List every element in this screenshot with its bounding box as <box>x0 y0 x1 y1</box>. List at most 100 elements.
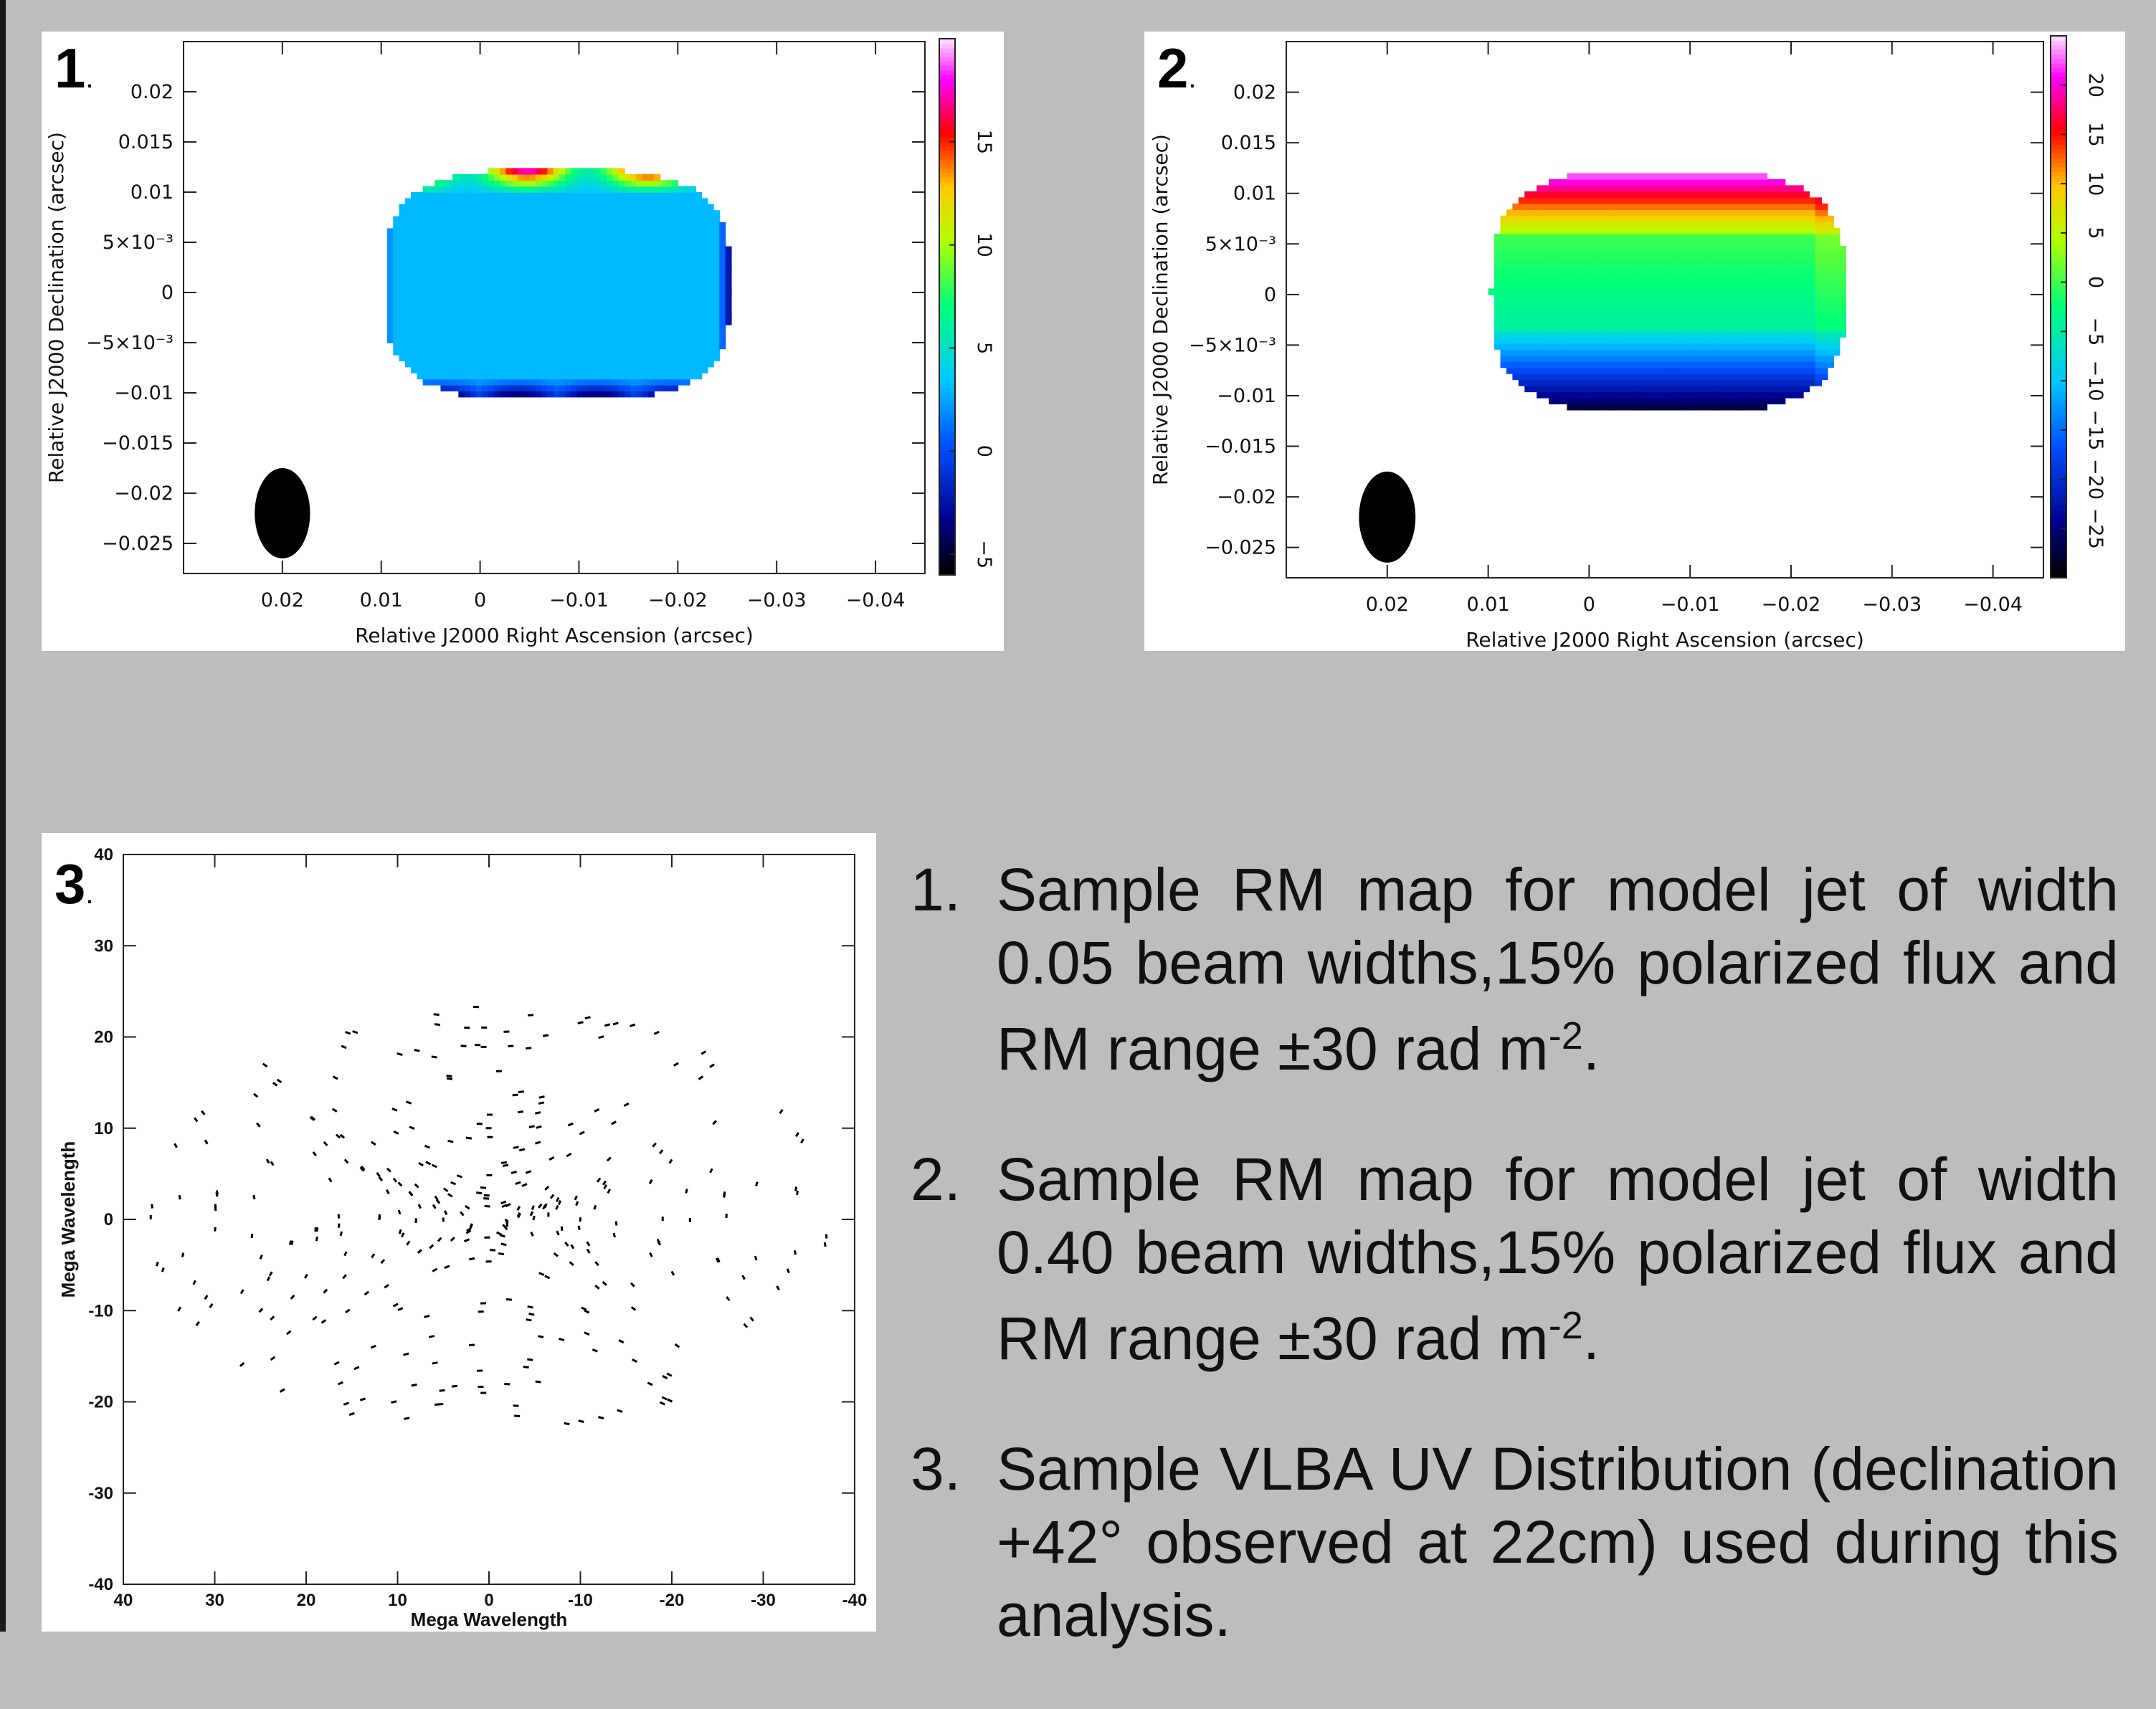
x-tick-label: -30 <box>751 1591 776 1610</box>
uv-point <box>384 1285 389 1287</box>
uv-point <box>432 1165 437 1167</box>
uv-point <box>584 1310 589 1313</box>
beam-ellipse <box>255 468 310 558</box>
uv-point <box>598 1417 604 1419</box>
x-axis-label: Relative J2000 Right Ascension (arcsec) <box>355 624 754 647</box>
y-tick-label: 0 <box>104 1210 113 1229</box>
uv-point <box>594 1205 596 1209</box>
uv-point <box>365 1292 369 1295</box>
colorbar-tick-label: 5 <box>973 342 995 354</box>
uv-point <box>480 1187 486 1188</box>
y-tick-label: 10 <box>94 1119 113 1138</box>
uv-point <box>448 1141 454 1142</box>
uv-point <box>654 1032 659 1034</box>
uv-point <box>476 1192 482 1193</box>
x-tick-label: −0.04 <box>846 589 906 611</box>
uv-point <box>465 1239 470 1242</box>
uv-point <box>338 1214 339 1219</box>
y-tick-label: 20 <box>94 1028 113 1047</box>
uv-point <box>254 1195 255 1199</box>
uv-point <box>585 1017 591 1019</box>
caption-1-superscript: -2 <box>1549 1014 1583 1057</box>
x-axis-label: Relative J2000 Right Ascension (arcsec) <box>1466 628 1864 651</box>
uv-point <box>345 1252 346 1256</box>
y-tick-label: 5×10⁻³ <box>1205 233 1276 255</box>
caption-2-end: . <box>1583 1305 1600 1372</box>
uv-point <box>518 1112 523 1113</box>
colorbar-tick-label: 10 <box>973 233 995 257</box>
uv-point <box>630 1024 635 1027</box>
y-axis-label: Relative J2000 Declination (arcsec) <box>44 132 68 483</box>
x-tick-label: −0.01 <box>1661 594 1720 616</box>
colorbar-tick-label: −25 <box>2084 508 2107 549</box>
uv-point <box>425 1146 430 1148</box>
uv-point <box>777 1286 779 1290</box>
uv-point <box>460 1212 463 1216</box>
uv-point <box>650 1253 652 1257</box>
caption-1-end: . <box>1583 1015 1600 1082</box>
x-tick-label: −0.04 <box>1963 594 2023 616</box>
y-tick-label: −0.01 <box>114 382 174 404</box>
uv-point <box>215 1204 216 1209</box>
uv-point <box>501 1201 506 1204</box>
uv-point <box>795 1187 796 1191</box>
uv-point <box>826 1234 827 1239</box>
y-tick-label: −5×10⁻³ <box>86 332 174 354</box>
uv-point <box>404 1418 409 1419</box>
uv-point <box>538 1204 541 1208</box>
uv-point <box>787 1269 789 1273</box>
uv-point <box>377 1173 380 1176</box>
uv-point <box>581 1308 587 1310</box>
uv-point <box>438 1238 441 1242</box>
uv-point <box>551 1195 554 1199</box>
y-tick-label: 0 <box>1264 284 1276 306</box>
uv-point <box>579 1132 584 1134</box>
uv-point <box>287 1331 290 1334</box>
uv-point <box>713 1120 716 1124</box>
uv-point <box>324 1142 328 1146</box>
x-tick-label: 0.02 <box>1366 594 1409 616</box>
uv-point <box>402 1233 404 1237</box>
uv-point <box>419 1163 423 1166</box>
uv-point <box>718 1258 719 1262</box>
rm-heatmap <box>387 168 732 397</box>
caption-3-number: 3. <box>911 1432 961 1505</box>
uv-point <box>162 1267 163 1272</box>
panel-number-2: 2. <box>1157 40 1197 96</box>
uv-point <box>587 1242 589 1245</box>
uv-point <box>662 1397 667 1399</box>
y-tick-label: -40 <box>88 1575 113 1594</box>
uv-point <box>557 1231 559 1235</box>
uv-point <box>346 1310 350 1313</box>
uv-point <box>794 1250 795 1255</box>
uv-point <box>399 1229 401 1234</box>
y-tick-label: 0.02 <box>1233 82 1276 104</box>
colorbar-tick-label: 0 <box>973 445 995 457</box>
x-axis-label: Mega Wavelength <box>411 1609 568 1630</box>
uv-point <box>516 1182 521 1184</box>
uv-point <box>313 1317 316 1320</box>
uv-point <box>751 1318 754 1321</box>
uv-point <box>257 1123 260 1127</box>
uv-point <box>523 1367 529 1368</box>
uv-point <box>415 1184 419 1188</box>
uv-point <box>539 1273 544 1275</box>
uv-point <box>616 1222 617 1226</box>
beam-ellipse <box>1359 472 1415 563</box>
y-tick-label: −0.02 <box>114 482 174 505</box>
uv-point <box>341 1232 342 1236</box>
uv-point <box>743 1275 745 1280</box>
uv-point <box>538 1103 544 1104</box>
uv-point <box>595 1285 599 1288</box>
uv-point <box>543 1035 549 1036</box>
y-tick-label: 0 <box>161 282 174 304</box>
uv-point <box>240 1363 244 1366</box>
x-tick-label: -20 <box>660 1591 685 1610</box>
y-tick-label: −0.015 <box>102 432 174 454</box>
uv-point <box>349 1413 354 1414</box>
